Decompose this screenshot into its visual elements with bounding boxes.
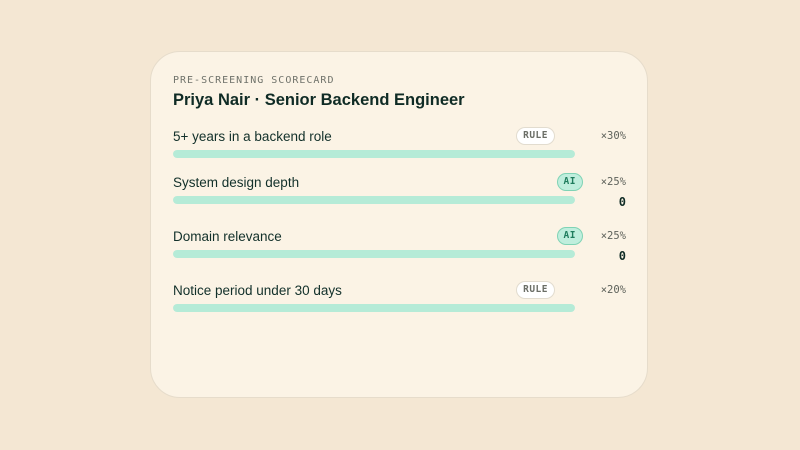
criterion-row: 5+ years in a backend role RULE ×30% (151, 127, 647, 179)
criterion-label: Notice period under 30 days (173, 283, 342, 298)
criterion-score: 0 (618, 249, 626, 263)
rule-badge: RULE (516, 127, 555, 145)
criterion-row: Notice period under 30 days RULE ×20% (151, 281, 647, 333)
ai-badge: AI (556, 227, 583, 245)
criterion-bar (173, 304, 575, 312)
criterion-weight: ×20% (600, 284, 626, 296)
criterion-weight: ×25% (600, 176, 626, 188)
criterion-bar (173, 150, 575, 158)
criterion-bar (173, 250, 575, 258)
ai-badge: AI (556, 173, 583, 191)
criterion-label: Domain relevance (173, 229, 282, 244)
scorecard-card: PRE-SCREENING SCORECARD Priya Nair · Sen… (150, 51, 648, 398)
criterion-label: 5+ years in a backend role (173, 129, 332, 144)
criterion-bar-fill (173, 250, 575, 258)
scorecard-eyebrow: PRE-SCREENING SCORECARD (173, 75, 335, 86)
candidate-title: Priya Nair · Senior Backend Engineer (173, 91, 465, 109)
criterion-label: System design depth (173, 175, 300, 190)
criterion-weight: ×25% (600, 230, 626, 242)
criterion-bar-fill (173, 150, 575, 158)
criterion-score: 0 (618, 195, 626, 209)
criterion-bar-fill (173, 304, 575, 312)
criterion-bar (173, 196, 575, 204)
criterion-bar-fill (173, 196, 575, 204)
criterion-row: Domain relevance AI ×25% 0 (151, 227, 647, 279)
criterion-weight: ×30% (600, 130, 626, 142)
criterion-row: System design depth AI ×25% 0 (151, 173, 647, 225)
rule-badge: RULE (516, 281, 555, 299)
